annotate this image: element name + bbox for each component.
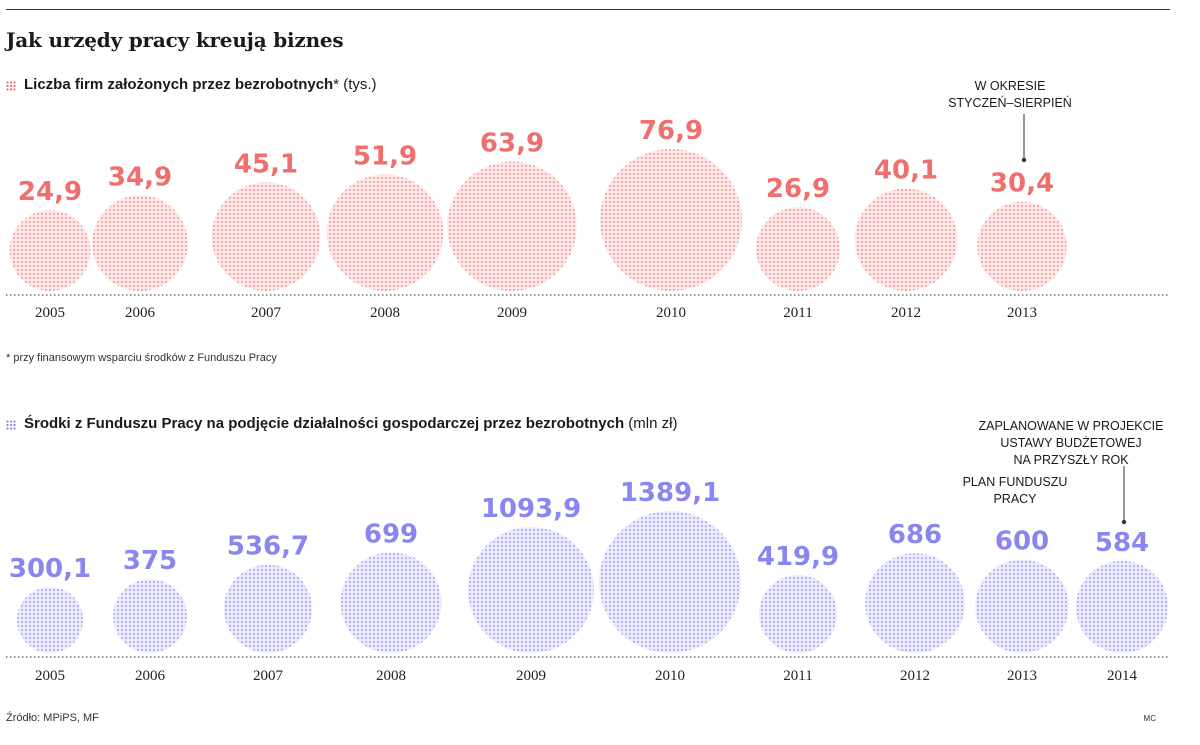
chart1-title-main: Liczba firm założonych przez bezrobotnyc… xyxy=(24,76,334,93)
chart1-title-unit: * (tys.) xyxy=(333,76,377,93)
chart1-bubble-2005 xyxy=(9,210,91,291)
chart1-value-label-2012: 40,1 xyxy=(874,155,938,185)
chart1-value-label-2010: 76,9 xyxy=(639,116,703,146)
chart2-year-label-2012: 2012 xyxy=(900,668,930,684)
chart1-value-label-2011: 26,9 xyxy=(766,174,830,204)
chart2-bubble-2008 xyxy=(340,552,442,653)
chart1-year-label-2009: 2009 xyxy=(497,305,527,321)
chart2-year-label-2005: 2005 xyxy=(35,668,65,684)
chart1-bubble-2009 xyxy=(447,161,577,291)
chart1-annotation-2013: W OKRESIE STYCZEŃ–SIERPIEŃ xyxy=(948,79,1072,110)
chart2-year-label-2013: 2013 xyxy=(1007,668,1037,684)
chart2-value-label-2012: 686 xyxy=(888,520,942,550)
chart2-bubble-2013 xyxy=(975,559,1069,653)
chart2-value-label-2009: 1093,9 xyxy=(481,494,581,524)
chart1-value-label-2009: 63,9 xyxy=(480,129,544,159)
chart2-value-label-2010: 1389,1 xyxy=(620,478,720,508)
chart2-bubble-2007 xyxy=(223,564,313,653)
chart1-bubble-2007 xyxy=(211,182,321,291)
chart2-year-label-2009: 2009 xyxy=(516,668,546,684)
chart2-value-label-2008: 699 xyxy=(364,519,418,549)
chart2-title-unit: (mln zł) xyxy=(624,415,678,432)
chart1-year-label-2013: 2013 xyxy=(1007,305,1037,321)
chart1-value-label-2005: 24,9 xyxy=(18,177,82,207)
chart2-bubble-2009 xyxy=(467,526,595,653)
chart1-value-label-2007: 45,1 xyxy=(234,149,298,179)
chart2-year-label-2010: 2010 xyxy=(655,668,685,684)
chart2-dots-marker-icon xyxy=(6,417,16,430)
chart1-bubble-2008 xyxy=(326,174,444,291)
chart2-year-label-2014: 2014 xyxy=(1107,668,1138,684)
chart1-value-label-2008: 51,9 xyxy=(353,141,417,171)
chart2-year-label-2008: 2008 xyxy=(376,668,406,684)
chart2-value-label-2014: 584 xyxy=(1095,528,1149,558)
chart2-value-label-2013: 600 xyxy=(995,527,1049,557)
chart2-bubble-2012 xyxy=(865,553,965,654)
chart1-year-label-2005: 2005 xyxy=(35,305,65,321)
chart1-dots-marker-icon xyxy=(6,78,16,91)
chart2-value-label-2007: 536,7 xyxy=(227,532,309,562)
chart1-bubble-2013 xyxy=(977,201,1067,291)
chart2-bubble-2006 xyxy=(113,579,187,653)
chart2-annotation-2013: PLAN FUNDUSZU PRACY xyxy=(962,475,1068,506)
source-note: Źródło: MPiPS, MF xyxy=(6,712,99,724)
chart2-bubble-2005 xyxy=(16,586,84,653)
chart2-year-label-2007: 2007 xyxy=(253,668,284,684)
chart1-bubble-2006 xyxy=(92,195,188,291)
chart2-year-label-2006: 2006 xyxy=(135,668,166,684)
chart2-value-label-2011: 419,9 xyxy=(757,542,839,572)
chart2-bubble-2010 xyxy=(599,511,741,653)
chart2-value-label-2006: 375 xyxy=(123,546,177,576)
chart1-bubble-2011 xyxy=(756,207,840,291)
chart1-bubble-2010 xyxy=(600,149,742,291)
chart2-year-label-2011: 2011 xyxy=(783,668,812,684)
chart2-title: Środki z Funduszu Pracy na podjęcie dzia… xyxy=(6,415,677,432)
chart1-value-label-2013: 30,4 xyxy=(990,169,1054,199)
chart1-annotation-leader-dot xyxy=(1021,157,1027,163)
chart1-footnote: * przy finansowym wsparciu środków z Fun… xyxy=(6,352,277,364)
chart2-annotation-leader-dot xyxy=(1121,519,1127,525)
author-credit: MC xyxy=(1143,714,1156,723)
chart1-year-label-2011: 2011 xyxy=(783,305,812,321)
chart1-year-label-2012: 2012 xyxy=(891,305,921,321)
chart1-year-label-2007: 2007 xyxy=(251,305,282,321)
chart2-value-label-2005: 300,1 xyxy=(9,554,91,584)
chart2-bubble-2014 xyxy=(1075,560,1169,653)
chart1-bubble-2012 xyxy=(854,188,958,291)
chart2-title-main: Środki z Funduszu Pracy na podjęcie dzia… xyxy=(24,415,625,432)
chart2-annotation-2014: ZAPLANOWANE W PROJEKCIE USTAWY BUDŻETOWE… xyxy=(978,419,1164,467)
page-title: Jak urzędy pracy kreują biznes xyxy=(6,28,344,52)
chart1-year-label-2010: 2010 xyxy=(656,305,686,321)
chart2-bubble-2011 xyxy=(758,574,838,653)
chart1-year-label-2006: 2006 xyxy=(125,305,156,321)
chart1-year-label-2008: 2008 xyxy=(370,305,400,321)
chart1-value-label-2006: 34,9 xyxy=(108,162,172,192)
chart1-title: Liczba firm założonych przez bezrobotnyc… xyxy=(6,76,377,93)
top-rule xyxy=(6,9,1170,10)
